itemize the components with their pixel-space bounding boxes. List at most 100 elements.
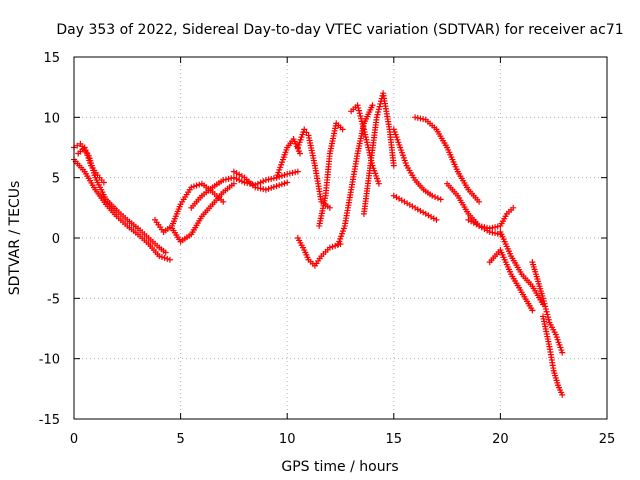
data-point [356,110,363,117]
data-point [281,171,288,178]
data-point [369,102,376,109]
data-point [542,306,549,313]
data-point [252,184,259,191]
data-point [284,179,291,186]
data-point [222,176,229,183]
data-point [559,349,566,356]
y-tick-label: 15 [43,51,60,66]
data-point [486,225,493,232]
data-point [301,126,308,133]
data-point [161,254,168,261]
data-point [355,107,362,114]
data-point [265,185,272,192]
data-point [540,295,547,302]
data-point [262,177,269,184]
y-axis-label: SDTVAR / TECUs [7,181,23,296]
data-point [233,175,240,182]
data-point [238,178,245,185]
data-point [164,255,171,262]
data-point [375,108,382,115]
data-point [544,311,551,318]
data-point [432,193,439,200]
x-tick-label: 15 [386,432,403,447]
data-point [158,254,165,261]
data-point [373,114,380,121]
data-point [478,223,485,230]
data-point [262,186,269,193]
data-point [257,185,264,192]
data-point [326,204,333,211]
grid-lines [74,57,607,419]
data-point [273,183,280,190]
data-point [332,242,339,249]
data-point [281,180,288,187]
data-point [230,174,237,181]
data-point [225,175,232,182]
data-point [296,150,303,157]
chart-title: Day 353 of 2022, Sidereal Day-to-day VTE… [56,22,623,38]
data-point [481,224,488,231]
data-point [196,181,203,188]
data-point [265,176,272,183]
data-point [284,171,291,178]
x-axis-label: GPS time / hours [281,459,398,475]
data-point [286,170,293,177]
x-tick-label: 0 [70,432,78,447]
y-tick-label: -5 [47,292,60,307]
y-tick-label: 0 [52,232,60,247]
data-point [545,316,552,323]
data-point [543,308,550,315]
data-point [437,196,444,203]
data-point [354,102,361,109]
axis-ticks: 0 5 10 15 20 25 15 10 5 0 -5 -10 -15 [39,51,616,447]
data-markers [71,90,566,398]
data-point [268,175,275,182]
data-point [329,243,336,250]
data-point [294,168,301,175]
data-point [510,204,517,211]
data-point [360,123,367,130]
data-point [236,177,243,184]
data-point [166,256,173,263]
data-point [492,224,499,231]
data-point [228,175,235,182]
data-point [494,223,501,230]
data-point [489,224,496,231]
data-point [257,179,264,186]
data-point [188,184,195,191]
data-point [268,184,275,191]
data-point [339,126,346,133]
data-point [412,114,419,121]
data-point [420,116,427,123]
data-point [476,198,483,205]
data-point [260,186,267,193]
data-point [375,106,382,113]
data-point [476,222,483,229]
data-point [74,142,81,149]
x-tick-label: 25 [599,432,616,447]
data-point [100,179,107,186]
y-tick-label: -10 [39,353,60,368]
data-point [390,162,397,169]
data-point [276,182,283,189]
y-tick-label: -15 [39,413,60,428]
data-point [260,178,267,185]
data-point [303,129,310,136]
y-tick-label: 5 [52,172,60,187]
data-point [220,177,227,184]
data-point [358,118,365,125]
data-point [357,112,364,119]
data-point [540,298,547,305]
data-point [375,180,382,187]
data-point [559,391,566,398]
data-point [492,230,499,237]
data-point [529,307,536,314]
data-point [355,104,362,111]
data-point [541,300,548,307]
data-point [434,195,441,202]
data-point [374,111,381,118]
y-tick-label: 10 [43,111,60,126]
data-point [433,216,440,223]
data-point [292,169,299,176]
